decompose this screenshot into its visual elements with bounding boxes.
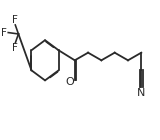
- Text: N: N: [137, 88, 145, 98]
- Text: F: F: [1, 28, 7, 38]
- Text: F: F: [12, 43, 18, 53]
- Text: F: F: [12, 15, 18, 25]
- Text: O: O: [66, 77, 74, 87]
